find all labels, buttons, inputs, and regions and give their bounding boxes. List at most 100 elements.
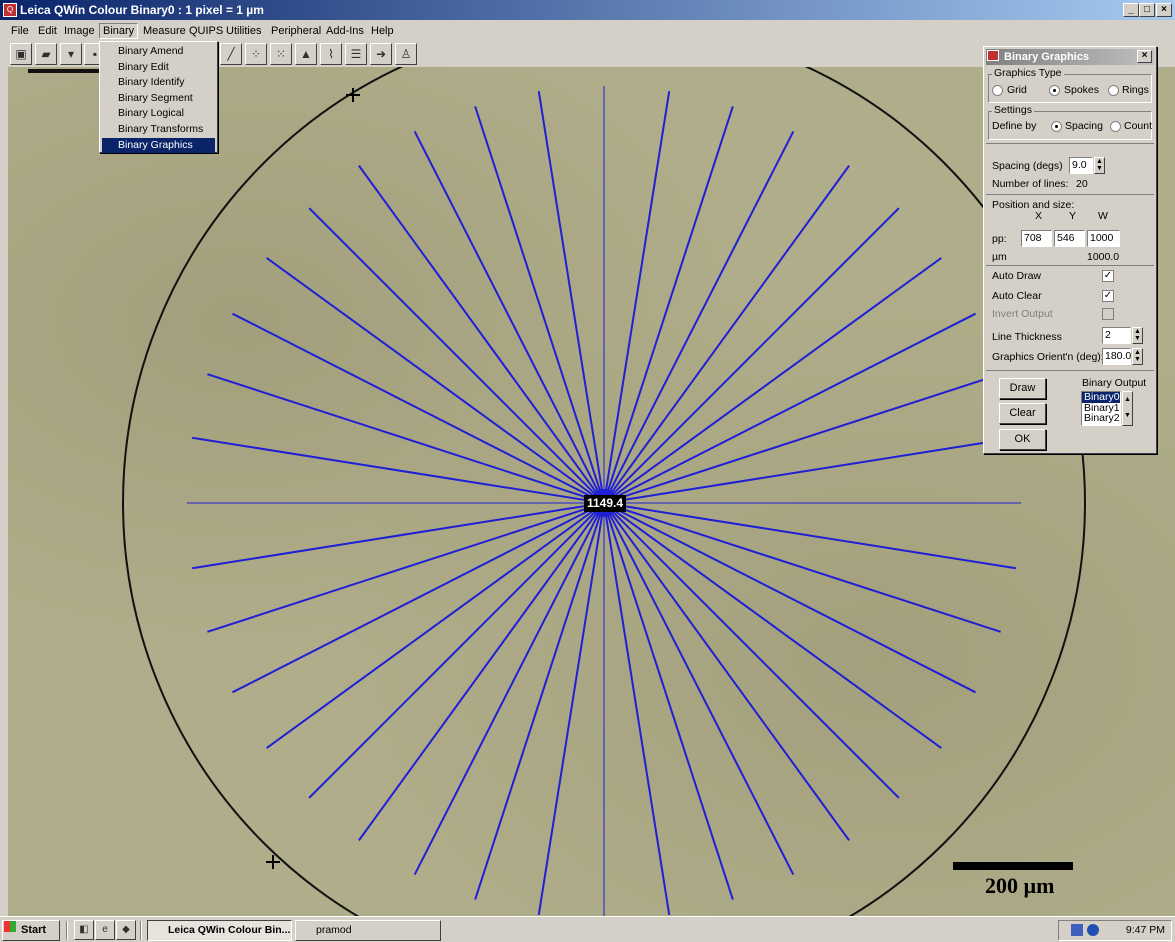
- list-item[interactable]: Binary1: [1084, 401, 1120, 414]
- filter-icon[interactable]: ▾: [60, 43, 82, 65]
- menu-item-binary-identify[interactable]: Binary Identify: [118, 76, 185, 89]
- start-label: Start: [21, 924, 47, 936]
- divider: [986, 194, 1154, 195]
- menu-peripheral[interactable]: Peripheral: [271, 25, 322, 37]
- position-y-input[interactable]: 546: [1054, 230, 1085, 247]
- spoke-line: [474, 106, 602, 494]
- radio-spokes[interactable]: [1049, 85, 1060, 96]
- radio-count[interactable]: [1110, 121, 1121, 132]
- auto-clear-checkbox[interactable]: ✓: [1102, 290, 1114, 302]
- clear-button[interactable]: Clear: [999, 403, 1046, 424]
- menu-file[interactable]: File: [11, 25, 29, 37]
- binary-graphics-dialog: Binary Graphics × Graphics Type Grid Spo…: [983, 46, 1157, 454]
- menu-item-binary-transforms[interactable]: Binary Transforms: [118, 122, 204, 135]
- width-input[interactable]: 1000: [1087, 230, 1120, 247]
- menu-item-binary-graphics[interactable]: Binary Graphics: [102, 137, 215, 154]
- spacing-spinner[interactable]: ▲ ▼: [1094, 157, 1105, 174]
- spoke-line: [613, 503, 1017, 570]
- radio-rings[interactable]: [1108, 85, 1119, 96]
- stamp-icon[interactable]: ♙: [395, 43, 417, 65]
- spoke-line: [266, 508, 597, 749]
- menu-item-binary-edit[interactable]: Binary Edit: [118, 60, 169, 73]
- ie-browser-icon[interactable]: e: [95, 920, 115, 940]
- invert-output-label: Invert Output: [992, 308, 1053, 320]
- measure-icon[interactable]: ⌇: [320, 43, 342, 65]
- orient-label: Graphics Orient'n (deg):: [992, 351, 1104, 363]
- spoke-line: [537, 90, 604, 494]
- image-canvas[interactable]: [8, 67, 1175, 916]
- invert-output-checkbox: [1102, 308, 1114, 320]
- show-desktop-icon[interactable]: ◧: [74, 920, 94, 940]
- line-thickness-spinner[interactable]: ▲ ▼: [1132, 327, 1143, 344]
- auto-draw-checkbox[interactable]: ✓: [1102, 270, 1114, 282]
- histogram-icon[interactable]: ▲: [295, 43, 317, 65]
- spoke-line: [191, 503, 595, 570]
- network-icon[interactable]: [1071, 924, 1083, 936]
- table-icon[interactable]: ☰: [345, 43, 367, 65]
- menu-item-binary-amend[interactable]: Binary Amend: [118, 45, 184, 57]
- radio-grid[interactable]: [992, 85, 1003, 96]
- orient-spinner[interactable]: ▲ ▼: [1132, 348, 1143, 365]
- settings-label: Settings: [992, 104, 1034, 116]
- binary-menu-dropdown: Binary Amend Binary Edit Binary Identify…: [99, 41, 218, 154]
- pencil-icon[interactable]: ╱: [220, 43, 242, 65]
- system-tray: 9:47 PM: [1058, 920, 1172, 941]
- graphics-type-label: Graphics Type: [992, 67, 1064, 79]
- binary-output-list[interactable]: Binary0 Binary1 Binary2: [1081, 391, 1121, 426]
- spoke-line: [607, 511, 795, 876]
- scatter-icon[interactable]: ⁙: [270, 43, 292, 65]
- dialog-close-button[interactable]: ×: [1137, 50, 1152, 63]
- header-y: Y: [1069, 210, 1077, 222]
- particles-icon[interactable]: ⁘: [245, 43, 267, 65]
- spoke-line: [474, 512, 602, 900]
- title-bar: Leica QWin Colour Binary0 : 1 pixel = 1 …: [0, 0, 1175, 20]
- menu-item-binary-logical[interactable]: Binary Logical: [118, 107, 184, 120]
- spoke-line: [231, 312, 596, 500]
- menu-add-ins[interactable]: Add-Ins: [326, 25, 364, 37]
- spoke-overlay: [122, 67, 1086, 916]
- spoke-line: [612, 312, 977, 500]
- open-folder-icon[interactable]: ▰: [35, 43, 57, 65]
- spacing-input[interactable]: 9.0: [1069, 157, 1093, 174]
- menu-help[interactable]: Help: [371, 25, 394, 37]
- divider: [986, 370, 1154, 371]
- draw-button[interactable]: Draw: [999, 378, 1046, 399]
- restore-button[interactable]: □: [1139, 3, 1155, 17]
- binary-output-scrollbar[interactable]: ▲ ▼: [1122, 391, 1133, 426]
- radio-spacing[interactable]: [1051, 121, 1062, 132]
- ok-button[interactable]: OK: [999, 429, 1046, 450]
- monitor-icon[interactable]: ▣: [10, 43, 32, 65]
- spoke-line: [610, 207, 900, 497]
- spoke-line: [413, 130, 601, 495]
- menu-item-binary-segment[interactable]: Binary Segment: [118, 91, 193, 104]
- orient-input[interactable]: 180.0: [1102, 348, 1131, 365]
- crosshair-top: [346, 88, 360, 102]
- security-icon[interactable]: [1087, 924, 1099, 936]
- scale-bar: [953, 862, 1073, 870]
- num-lines-label: Number of lines:: [992, 178, 1069, 190]
- menu-edit[interactable]: Edit: [38, 25, 57, 37]
- radio-count-label: Count: [1124, 120, 1153, 132]
- menu-utilities[interactable]: Utilities: [226, 25, 262, 37]
- spoke-line: [207, 505, 595, 633]
- close-button[interactable]: ×: [1156, 3, 1172, 17]
- menu-image[interactable]: Image: [64, 25, 95, 37]
- line-thickness-input[interactable]: 2: [1102, 327, 1131, 344]
- taskbar: Start ◧ e ◆ Leica QWin Colour Bin... pra…: [0, 916, 1175, 942]
- menu-binary[interactable]: Binary: [99, 23, 139, 39]
- menu-quips[interactable]: QUIPS: [189, 25, 224, 37]
- list-item[interactable]: Binary2: [1084, 412, 1120, 424]
- list-item[interactable]: Binary0: [1082, 391, 1120, 403]
- spoke-line: [613, 373, 1001, 501]
- start-button[interactable]: Start: [2, 920, 60, 941]
- app-icon[interactable]: Q: [3, 3, 17, 17]
- task-qwin[interactable]: Leica QWin Colour Bin...: [147, 920, 292, 941]
- spoke-line: [358, 165, 599, 496]
- export-icon[interactable]: ➜: [370, 43, 392, 65]
- menu-measure[interactable]: Measure: [143, 25, 186, 37]
- spoke-line: [604, 90, 671, 494]
- minimize-button[interactable]: _: [1123, 3, 1139, 17]
- task-pramod[interactable]: pramod: [295, 920, 441, 941]
- position-x-input[interactable]: 708: [1021, 230, 1052, 247]
- explorer-icon[interactable]: ◆: [116, 920, 136, 940]
